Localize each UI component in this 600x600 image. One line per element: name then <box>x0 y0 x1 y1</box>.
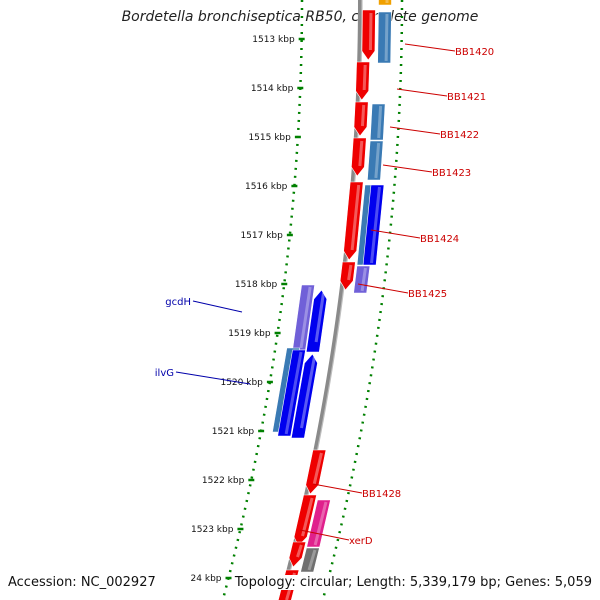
gene-label-leader <box>404 43 456 52</box>
feature-violet-bb1425 <box>353 265 371 294</box>
feature-red-bb1428 <box>305 449 327 495</box>
feature-red-bb1422-shine <box>360 104 366 127</box>
feature-red-xerd <box>288 541 307 568</box>
feature-gray <box>300 547 320 573</box>
feature-red-bb1424 <box>343 181 364 261</box>
feature-blue-bb1424-shine <box>370 186 381 264</box>
gene-label-leader <box>175 371 251 385</box>
feature-blue-ilvg-rev <box>290 353 318 439</box>
gene-label-leader <box>396 88 448 97</box>
feature-steelblue-bb1423-shine <box>374 142 381 179</box>
feature-red-bb1425 <box>339 261 356 291</box>
ruler-tick-label: 1523 kbp <box>191 525 234 535</box>
ruler-tick-label: 1515 kbp <box>248 133 291 143</box>
feature-violet-gcdh-shine <box>299 286 312 349</box>
feature-steelblue-bb1420-shine <box>384 13 389 62</box>
gene-label-ilvg[interactable]: ilvG <box>155 368 174 379</box>
ruler-tick-label: 1517 kbp <box>240 231 283 241</box>
gene-label-leader <box>192 300 243 313</box>
feature-red-bb1421-shine <box>362 64 367 91</box>
ruler-inner-dots <box>221 0 304 600</box>
ruler-tick-label: 1513 kbp <box>252 35 295 45</box>
feature-red-bb1425-shine <box>347 264 353 281</box>
feature-steelblue-bb1422-shine <box>377 105 383 139</box>
feature-red-bb1422 <box>353 101 369 137</box>
gene-label-bb1420[interactable]: BB1420 <box>455 47 494 58</box>
feature-red-bb1421 <box>355 61 370 101</box>
feature-gray-shine <box>307 549 317 571</box>
gene-label-bb1428[interactable]: BB1428 <box>362 489 401 500</box>
ruler-tick-label: 1516 kbp <box>245 182 288 192</box>
feature-blue-gcdh-shine <box>314 292 325 343</box>
ruler-tick-label: 1514 kbp <box>251 84 294 94</box>
accession-text: Accession: NC_002927 <box>8 575 156 590</box>
gene-label-leader <box>312 483 363 494</box>
gene-label-leader <box>299 529 350 541</box>
feature-blue-gcdh <box>305 289 328 353</box>
gene-label-leader <box>357 283 409 294</box>
ruler-tick-label: 1521 kbp <box>212 427 255 437</box>
feature-magenta-xerd-shine <box>313 501 328 546</box>
feature-blue-ilvg-rev-shine <box>300 356 316 429</box>
ruler-tick-label: 1522 kbp <box>202 476 245 486</box>
feature-red-bb1419 <box>361 9 376 61</box>
feature-red-bb1423 <box>351 137 367 177</box>
feature-steelblue-bb1420 <box>377 11 392 64</box>
gene-label-bb1424[interactable]: BB1424 <box>420 234 459 245</box>
feature-steelblue-bb1423 <box>367 140 384 181</box>
gene-label-bb1421[interactable]: BB1421 <box>447 92 486 103</box>
feature-red-xerd-shine <box>296 544 303 558</box>
gene-label-leader <box>382 164 433 173</box>
feature-red-bb1423-shine <box>358 140 364 167</box>
gene-label-bb1422[interactable]: BB1422 <box>440 130 479 141</box>
topology-text: Topology: circular; Length: 5,339,179 bp… <box>234 575 592 590</box>
feature-red-bb1428b-shine <box>301 497 314 537</box>
feature-orange <box>378 0 392 6</box>
ruler-tick-label: 24 kbp <box>191 574 222 584</box>
feature-red-bb1419-shine <box>368 12 373 51</box>
feature-magenta-xerd <box>306 499 331 548</box>
feature-steelblue-bb1422 <box>369 103 386 141</box>
ruler-tick-label: 1519 kbp <box>228 329 271 339</box>
gene-label-bb1423[interactable]: BB1423 <box>432 168 471 179</box>
ruler-outer-dots <box>321 0 404 600</box>
gene-label-leader <box>389 126 441 135</box>
gene-label-bb1425[interactable]: BB1425 <box>408 289 447 300</box>
feature-red-bb1424-shine <box>350 184 361 251</box>
gene-label-xerd[interactable]: xerD <box>349 536 373 547</box>
feature-violet-bb1425-shine <box>360 267 367 292</box>
feature-red-bb1428-shine <box>312 452 323 485</box>
feature-blue-ilvg <box>277 349 306 437</box>
feature-red-bb1428b <box>293 494 317 547</box>
gene-label-gcdh[interactable]: gcdH <box>165 297 191 308</box>
gene-label-leader <box>370 229 421 239</box>
feature-blue-ilvg-shine <box>284 351 303 435</box>
feature-blue-bb1424 <box>362 184 385 266</box>
ruler-tick-label: 1518 kbp <box>235 280 278 290</box>
